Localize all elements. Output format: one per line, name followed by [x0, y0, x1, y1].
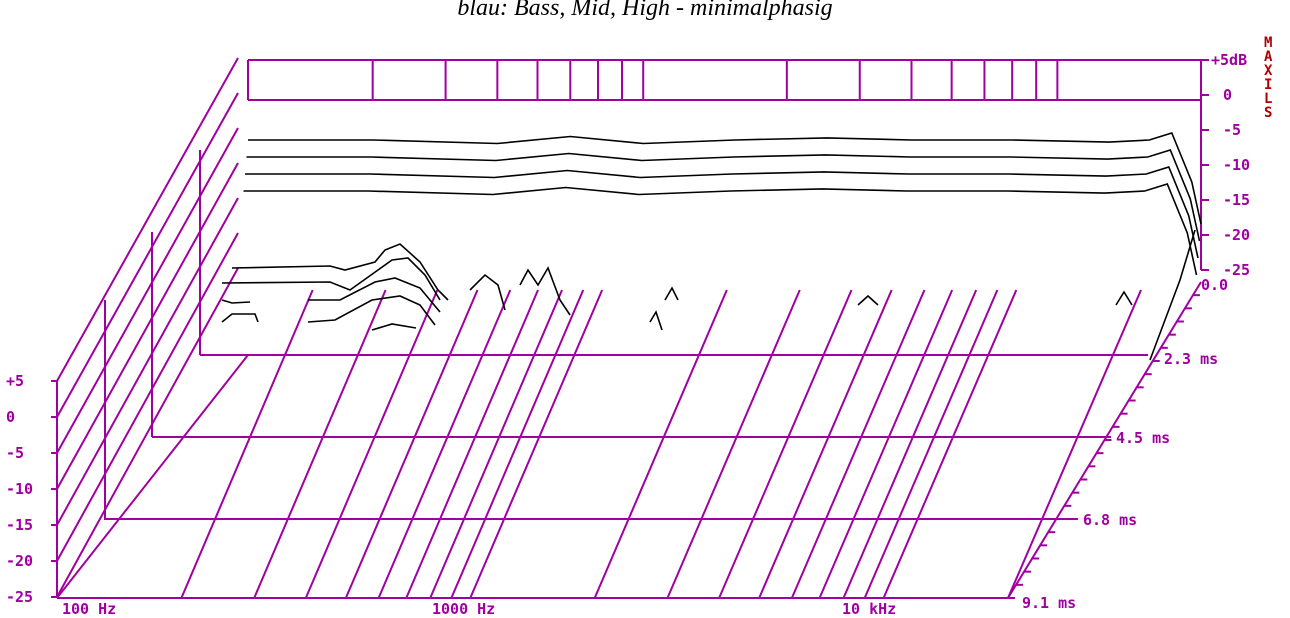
decay-residue-7	[857, 290, 1133, 306]
x-label-10khz: 10 kHz	[842, 600, 896, 618]
db-label-right-5: -20	[1223, 226, 1250, 244]
time-label-9-1ms: 9.1 ms	[1022, 594, 1076, 612]
db-label-left-1: 0	[6, 408, 15, 426]
side-wall-diag-1	[56, 92, 239, 418]
db-label-left-6: -25	[6, 588, 33, 606]
waterfall-slice-2	[245, 166, 1199, 259]
axis-labels: +5dB 0 -5 -10 -15 -20 -25 +5 0 -5 -10 -15 -20 -25	[6, 51, 1250, 606]
floor-diagonal-3	[344, 289, 479, 599]
brand-letter-6: S	[1264, 105, 1272, 121]
side-wall-diag-4	[56, 197, 239, 526]
side-wall-diag-6	[56, 267, 239, 598]
db-label-right-2: -5	[1223, 121, 1241, 139]
db-label-right-3: -10	[1223, 156, 1250, 174]
time-label-4-5ms: 4.5 ms	[1116, 429, 1170, 447]
decay-residue-4	[371, 273, 506, 331]
side-wall-diag-0	[56, 57, 239, 382]
plot-frame	[51, 57, 1209, 599]
floor-diagonal-5	[405, 289, 539, 599]
decay-residue-2	[221, 277, 441, 313]
db-label-right-4: -15	[1223, 191, 1250, 209]
decay-residue-3	[221, 295, 436, 326]
floor-diagonal-4	[377, 289, 512, 599]
side-wall-diag-3	[56, 162, 239, 490]
floor-diagonal-2	[304, 289, 439, 599]
db-label-left-4: -15	[6, 516, 33, 534]
floor-diagonal-12	[758, 289, 893, 599]
brand-logo: M A X I L S	[1264, 35, 1273, 121]
floor-diagonal-14	[818, 289, 954, 599]
floor-diagonal-18	[1007, 289, 1142, 599]
floor-diagonal-15	[842, 289, 978, 599]
floor-diagonal-17	[882, 289, 1018, 599]
floor-diagonal-1	[253, 289, 387, 599]
decay-residue-1	[221, 257, 441, 301]
db-label-right-1: 0	[1223, 86, 1232, 104]
decay-residue-0	[231, 243, 449, 301]
floor-diagonal-0	[180, 289, 314, 599]
db-label-right-0: +5dB	[1211, 51, 1247, 69]
floor-diagonal-10	[666, 289, 801, 599]
x-label-100hz: 100 Hz	[62, 600, 116, 618]
time-label-0: 0.0	[1201, 276, 1228, 294]
side-wall-diag-2	[56, 127, 239, 454]
x-label-1000hz: 1000 Hz	[432, 600, 495, 618]
floor-diagonal-9	[593, 289, 728, 599]
decay-residue-6	[649, 286, 679, 331]
waterfall-slice-1	[246, 149, 1201, 242]
floor-diagonal-11	[718, 289, 853, 599]
floor-diagonal-13	[790, 289, 926, 599]
chart-title: blau: Bass, Mid, High - minimalphasig	[457, 0, 833, 21]
db-label-left-0: +5	[6, 372, 24, 390]
db-label-left-5: -20	[6, 552, 33, 570]
floor-diagonal-6	[429, 289, 563, 599]
brand-letter-5: L	[1264, 91, 1272, 107]
brand-letter-2: A	[1264, 49, 1273, 65]
waterfall-slice-3	[243, 183, 1198, 276]
floor-diagonal-7	[450, 289, 585, 599]
floor-diagonal-8	[469, 289, 604, 599]
brand-letter-1: M	[1264, 35, 1272, 51]
waterfall-slice-0	[248, 132, 1202, 225]
waterfall-curves	[221, 132, 1202, 361]
time-label-2-3ms: 2.3 ms	[1164, 350, 1218, 368]
db-label-right-6: -25	[1223, 261, 1250, 279]
decay-residue-8	[1149, 229, 1196, 361]
floor-diagonal-16	[863, 289, 999, 599]
side-wall-diag-5	[56, 232, 239, 562]
brand-letter-3: X	[1264, 63, 1273, 79]
db-label-left-2: -5	[6, 444, 24, 462]
floor-left-edge	[56, 354, 249, 599]
decay-residue-5	[519, 266, 571, 316]
time-label-6-8ms: 6.8 ms	[1083, 511, 1137, 529]
db-label-left-3: -10	[6, 480, 33, 498]
brand-letter-4: I	[1264, 77, 1272, 93]
